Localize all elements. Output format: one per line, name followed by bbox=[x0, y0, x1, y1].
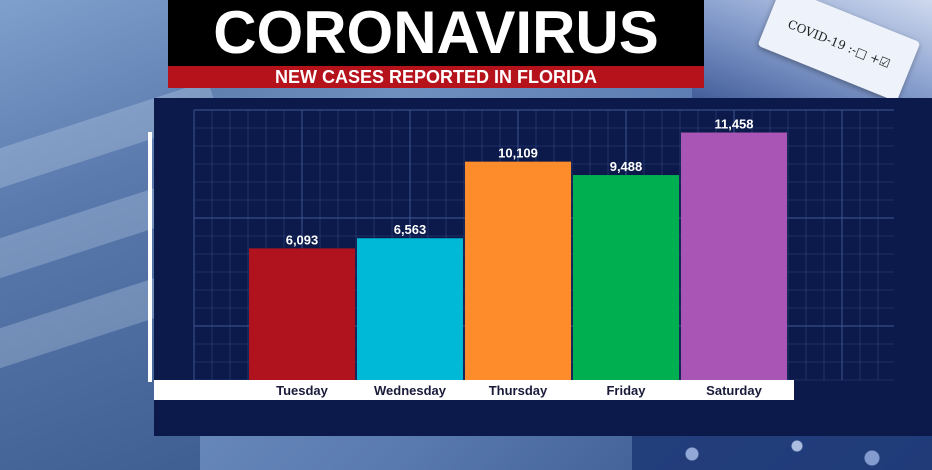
bar-friday bbox=[573, 175, 679, 380]
bar-thursday bbox=[465, 161, 571, 380]
data-label: 9,488 bbox=[610, 159, 643, 174]
title-banner: CORONAVIRUS bbox=[168, 0, 704, 66]
data-label: 6,093 bbox=[286, 232, 319, 247]
bar-wednesday bbox=[357, 238, 463, 380]
virus-illustration bbox=[632, 430, 932, 470]
x-axis-band bbox=[154, 380, 794, 400]
bar-chart: 6,093 Tuesday 6,563 Wednesday 10,109 Thursday… bbox=[154, 109, 894, 400]
covid-tube-label: COVID-19 :-□ +☑ bbox=[757, 0, 921, 102]
page-title: CORONAVIRUS bbox=[213, 0, 659, 66]
data-label: 6,563 bbox=[394, 222, 427, 237]
tick-label: Tuesday bbox=[276, 383, 329, 398]
subtitle-banner: NEW CASES REPORTED IN FLORIDA bbox=[168, 66, 704, 88]
bar-saturday bbox=[681, 132, 787, 380]
tick-label: Friday bbox=[606, 383, 646, 398]
tick-label: Saturday bbox=[706, 383, 762, 398]
data-label: 10,109 bbox=[498, 146, 538, 161]
tick-label: Wednesday bbox=[374, 383, 447, 398]
page-subtitle: NEW CASES REPORTED IN FLORIDA bbox=[274, 67, 597, 87]
background-test-tube: COVID-19 :-□ +☑ bbox=[692, 0, 932, 110]
tick-label: Thursday bbox=[489, 383, 548, 398]
data-label: 11,458 bbox=[714, 117, 753, 132]
panel-edge-bar bbox=[148, 132, 152, 382]
bar-tuesday bbox=[249, 248, 355, 380]
